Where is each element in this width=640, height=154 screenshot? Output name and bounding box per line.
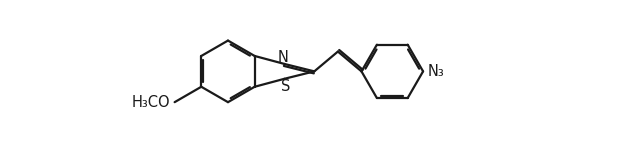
Text: S: S bbox=[281, 79, 291, 94]
Text: N₃: N₃ bbox=[428, 64, 445, 79]
Text: H₃CO: H₃CO bbox=[131, 95, 170, 110]
Text: N: N bbox=[278, 50, 289, 65]
